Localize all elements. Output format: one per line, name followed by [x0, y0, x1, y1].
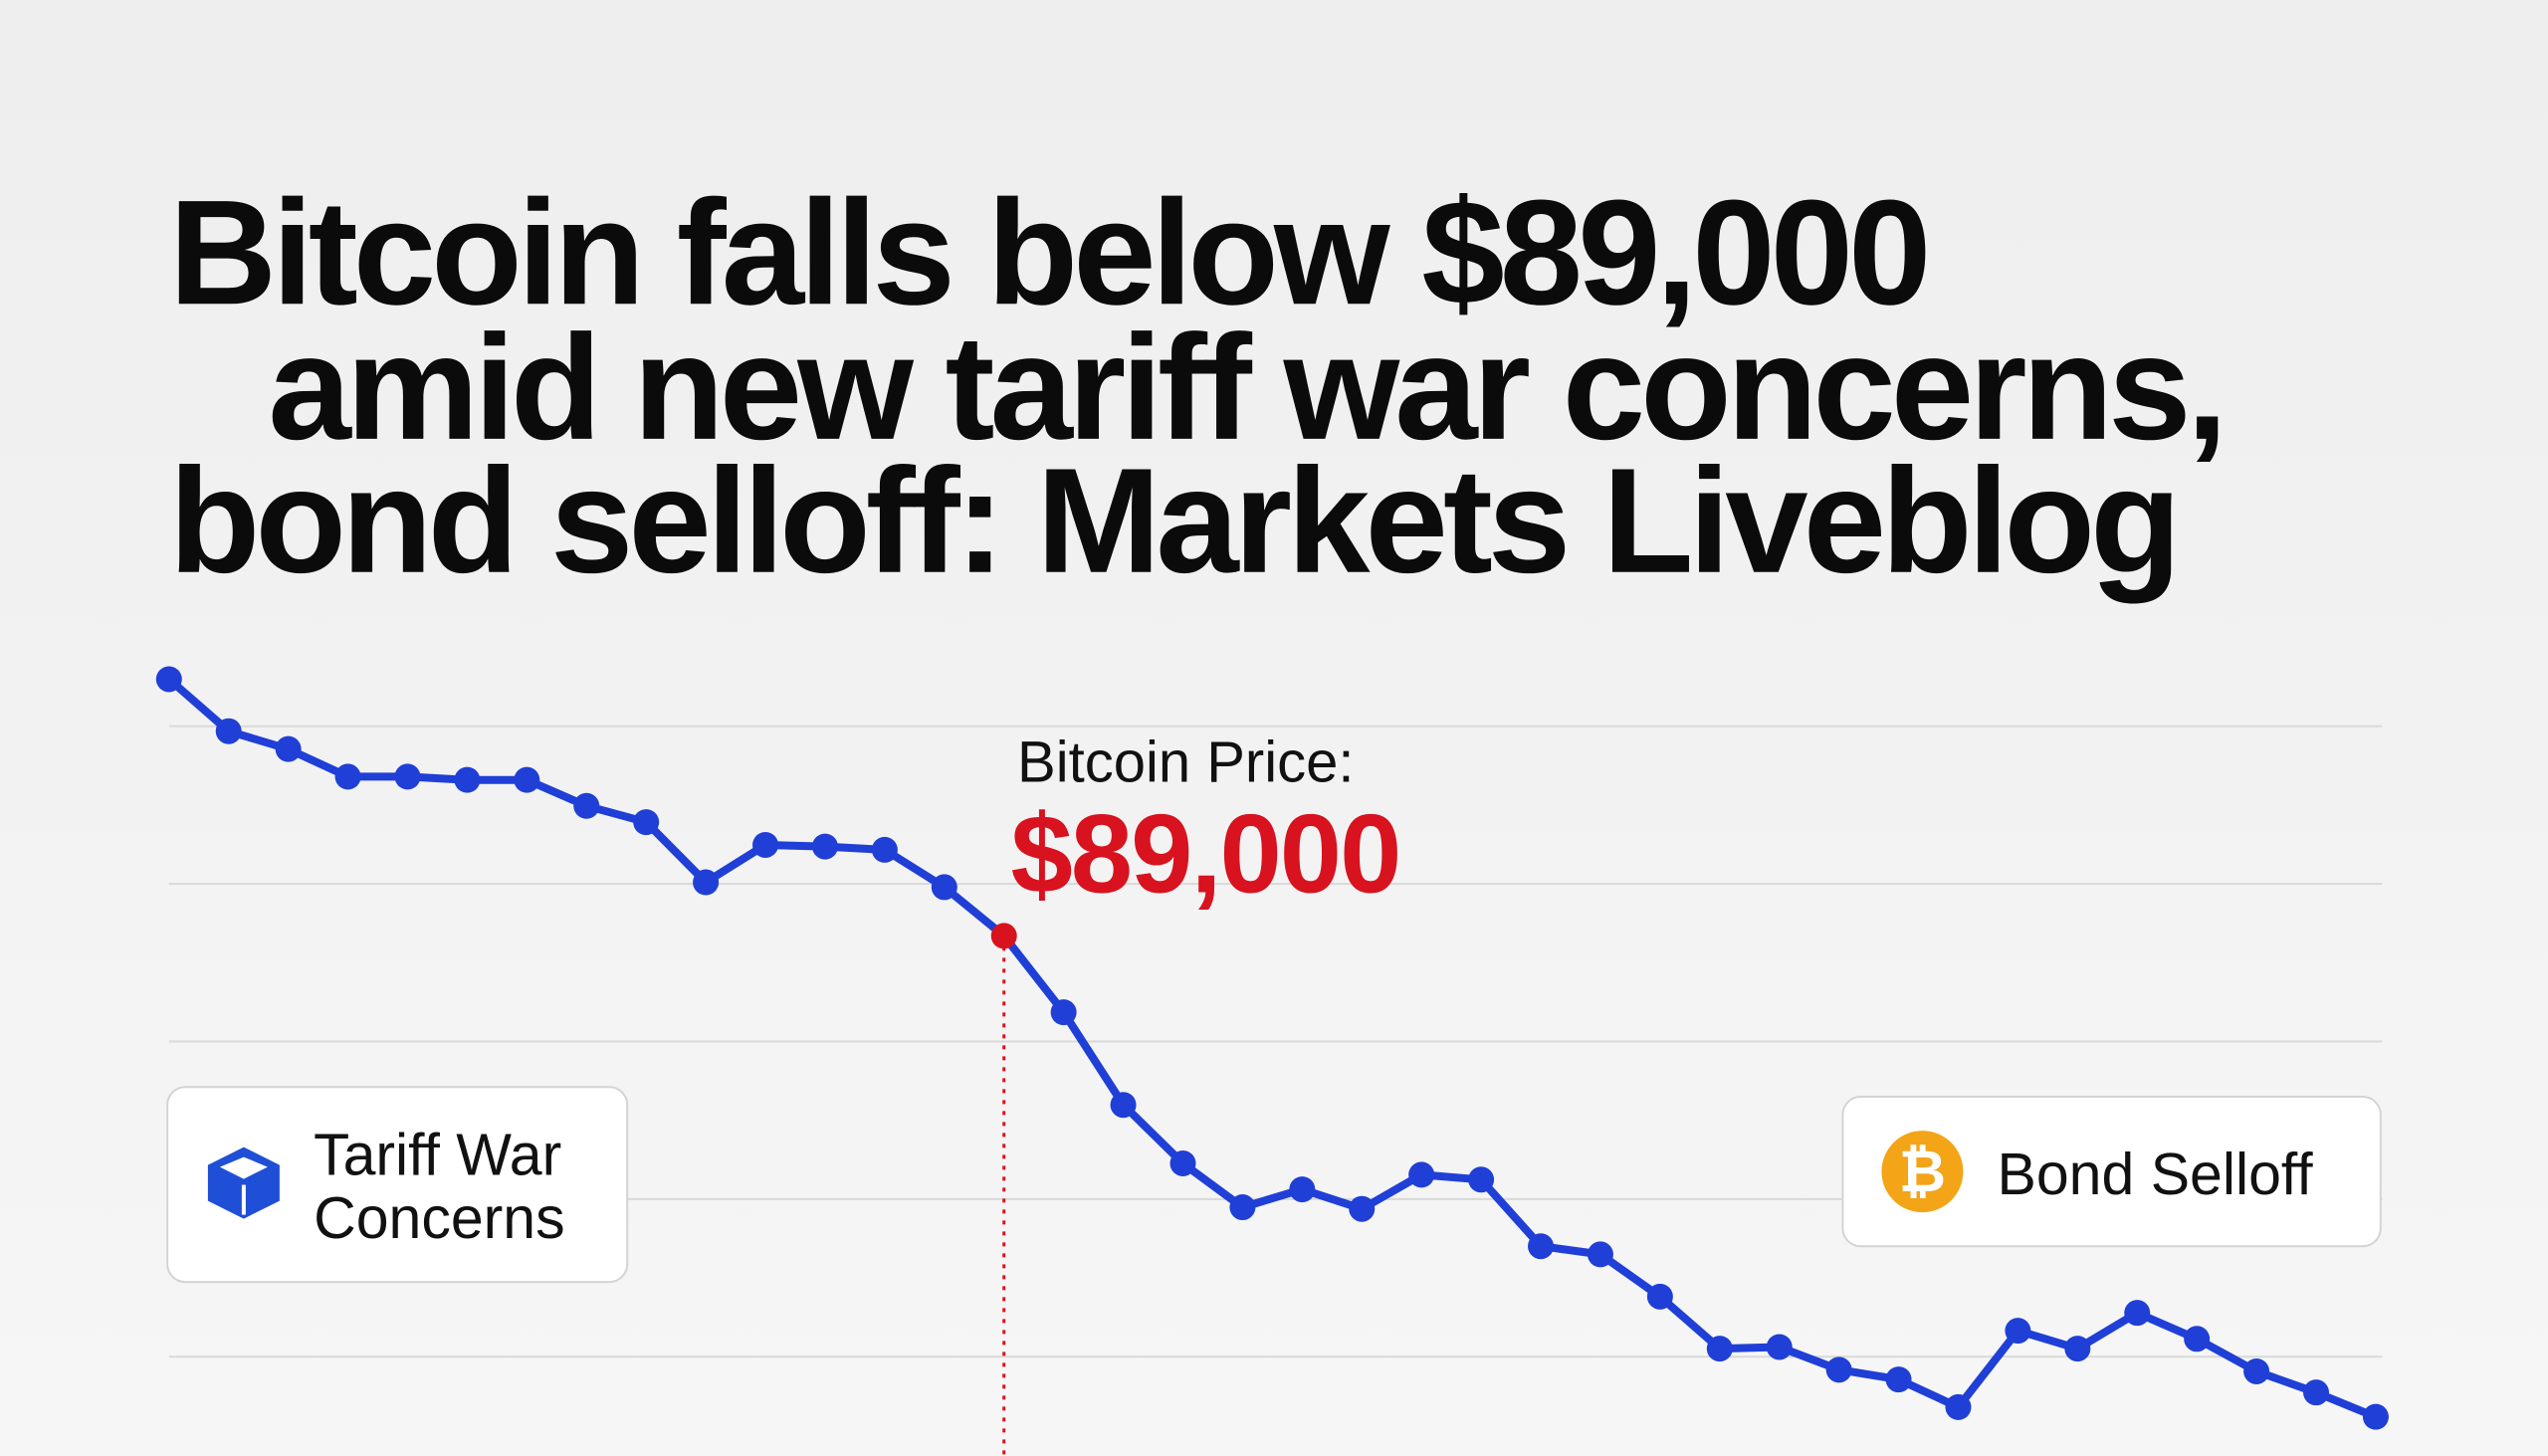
point — [1766, 1334, 1793, 1360]
title-line: bond selloff: Markets Liveblog — [169, 437, 2177, 604]
point — [1587, 1241, 1613, 1268]
point — [215, 718, 242, 744]
point — [1169, 1149, 1196, 1176]
point — [573, 792, 600, 819]
point — [275, 735, 302, 762]
callout-box — [166, 1086, 629, 1284]
point — [1528, 1233, 1555, 1260]
point — [155, 666, 182, 693]
point — [1825, 1356, 1852, 1383]
callout-text: Concerns — [314, 1185, 565, 1251]
point — [931, 874, 957, 901]
point — [1349, 1195, 1376, 1222]
point — [2362, 1403, 2389, 1430]
point — [2005, 1318, 2031, 1345]
point — [871, 836, 898, 863]
title-line: amid new tariff war concerns, — [268, 304, 2223, 471]
point — [454, 766, 481, 793]
point — [2303, 1379, 2330, 1406]
point — [1110, 1092, 1137, 1119]
point — [633, 809, 660, 836]
point — [1408, 1161, 1435, 1188]
point — [2243, 1357, 2270, 1384]
callout-text: Tariff War — [314, 1122, 561, 1187]
point — [1229, 1194, 1256, 1221]
point — [2064, 1336, 2091, 1362]
bitcoin-icon — [1881, 1131, 1964, 1213]
highlight-label: Bitcoin Price: — [1017, 729, 1354, 794]
point — [1289, 1176, 1316, 1203]
highlight-point — [990, 923, 1017, 949]
cube-icon-top — [219, 1156, 268, 1179]
point — [1468, 1166, 1495, 1193]
point — [514, 766, 540, 793]
point — [2184, 1326, 2211, 1352]
plot: Bitcoin Price:$89,000 — [155, 666, 2389, 1456]
point — [1885, 1366, 1912, 1393]
point — [394, 763, 421, 790]
callout-text: Bond Selloff — [1998, 1142, 2314, 1207]
point — [1050, 999, 1077, 1026]
point — [811, 833, 838, 860]
point — [1945, 1393, 1972, 1420]
point — [2124, 1300, 2151, 1327]
point — [1646, 1283, 1673, 1310]
point — [1706, 1336, 1733, 1362]
callout-box — [1841, 1096, 2382, 1248]
bitcoin-symbol: ₿ — [1899, 1140, 1946, 1204]
highlight-value: $89,000 — [1011, 791, 1400, 916]
point — [693, 869, 720, 896]
point — [334, 763, 361, 790]
title-line: Bitcoin falls below $89,000 — [169, 168, 1927, 335]
point — [752, 831, 779, 858]
